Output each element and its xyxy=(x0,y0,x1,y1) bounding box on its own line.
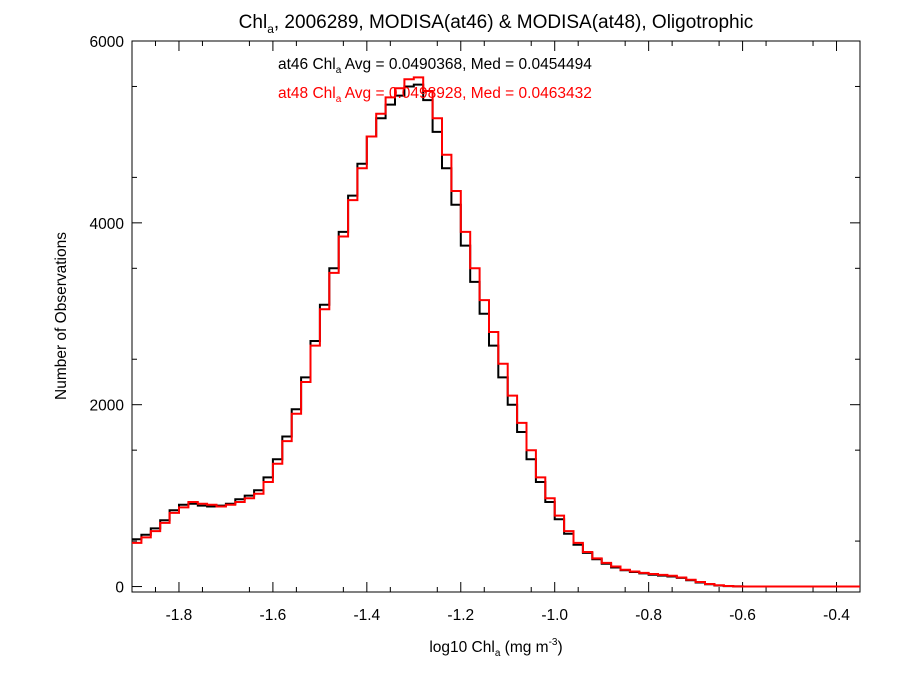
chart-title: Chla, 2006289, MODISA(at46) & MODISA(at4… xyxy=(239,12,754,36)
x-axis-ticks: -1.8 -1.6 -1.4 -1.2 -1.0 -0.8 -0.6 -0.4 xyxy=(154,41,850,624)
x-tick-label: -0.4 xyxy=(823,607,850,624)
y-tick-label: 2000 xyxy=(90,398,125,415)
x-axis-label: log10 Chla (mg m-3) xyxy=(429,637,562,659)
series-at46-line xyxy=(132,83,860,588)
series-at48-line xyxy=(132,76,860,588)
y-tick-label: 4000 xyxy=(90,216,125,233)
annotation-at48: at48 Chla Avg = 0.0498928, Med = 0.04634… xyxy=(278,85,592,105)
x-tick-label: -0.8 xyxy=(635,607,662,624)
annotation-at46: at46 Chla Avg = 0.0490368, Med = 0.04544… xyxy=(278,56,592,76)
series-layer xyxy=(132,76,860,588)
x-tick-label: -1.6 xyxy=(260,607,287,624)
y-tick-label: 0 xyxy=(115,580,124,597)
plot-frame xyxy=(131,40,861,593)
y-tick-label: 6000 xyxy=(90,34,125,51)
x-tick-label: -1.4 xyxy=(353,607,380,624)
y-axis-label: Number of Observations xyxy=(53,232,70,400)
x-tick-label: -1.2 xyxy=(447,607,474,624)
x-tick-label: -1.0 xyxy=(541,607,568,624)
x-tick-label: -1.8 xyxy=(166,607,193,624)
x-tick-label: -0.6 xyxy=(729,607,756,624)
y-axis-ticks: 0 2000 4000 6000 xyxy=(90,34,860,597)
